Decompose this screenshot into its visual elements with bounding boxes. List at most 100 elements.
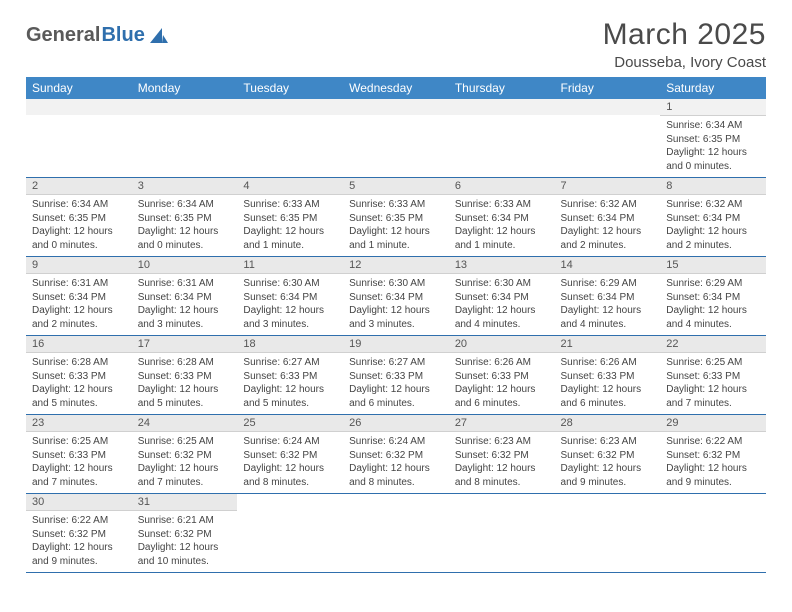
day-number: 26 xyxy=(343,415,449,432)
day-number: 31 xyxy=(132,494,238,511)
calendar-body: 1Sunrise: 6:34 AMSunset: 6:35 PMDaylight… xyxy=(26,99,766,573)
day-number: 19 xyxy=(343,336,449,353)
day-number: 11 xyxy=(237,257,343,274)
weekday-header-row: Sunday Monday Tuesday Wednesday Thursday… xyxy=(26,77,766,99)
sunrise-text: Sunrise: 6:23 AM xyxy=(455,435,549,449)
day-cell: 26Sunrise: 6:24 AMSunset: 6:32 PMDayligh… xyxy=(343,415,449,494)
day-details: Sunrise: 6:30 AMSunset: 6:34 PMDaylight:… xyxy=(449,274,555,335)
sunrise-text: Sunrise: 6:25 AM xyxy=(666,356,760,370)
day-cell: 12Sunrise: 6:30 AMSunset: 6:34 PMDayligh… xyxy=(343,257,449,336)
sunset-text: Sunset: 6:32 PM xyxy=(32,528,126,542)
daylight-text-2: and 4 minutes. xyxy=(666,318,760,332)
day-details: Sunrise: 6:28 AMSunset: 6:33 PMDaylight:… xyxy=(132,353,238,414)
sunset-text: Sunset: 6:34 PM xyxy=(666,291,760,305)
daylight-text-1: Daylight: 12 hours xyxy=(666,462,760,476)
day-number: 30 xyxy=(26,494,132,511)
day-details: Sunrise: 6:25 AMSunset: 6:32 PMDaylight:… xyxy=(132,432,238,493)
daylight-text-1: Daylight: 12 hours xyxy=(666,225,760,239)
day-cell xyxy=(343,99,449,178)
sunrise-text: Sunrise: 6:22 AM xyxy=(32,514,126,528)
day-cell: 3Sunrise: 6:34 AMSunset: 6:35 PMDaylight… xyxy=(132,178,238,257)
sunset-text: Sunset: 6:34 PM xyxy=(32,291,126,305)
day-number: 14 xyxy=(555,257,661,274)
day-number: 6 xyxy=(449,178,555,195)
daylight-text-1: Daylight: 12 hours xyxy=(32,541,126,555)
day-details: Sunrise: 6:25 AMSunset: 6:33 PMDaylight:… xyxy=(26,432,132,493)
daylight-text-1: Daylight: 12 hours xyxy=(243,383,337,397)
sunset-text: Sunset: 6:34 PM xyxy=(349,291,443,305)
day-cell xyxy=(555,494,661,573)
week-row: 16Sunrise: 6:28 AMSunset: 6:33 PMDayligh… xyxy=(26,336,766,415)
sunrise-text: Sunrise: 6:29 AM xyxy=(561,277,655,291)
sunset-text: Sunset: 6:33 PM xyxy=(455,370,549,384)
day-number: 21 xyxy=(555,336,661,353)
day-number: 25 xyxy=(237,415,343,432)
sunset-text: Sunset: 6:34 PM xyxy=(243,291,337,305)
day-cell: 30 Sunrise: 6:22 AMSunset: 6:32 PMDayligh… xyxy=(26,494,132,573)
sunrise-text: Sunrise: 6:33 AM xyxy=(349,198,443,212)
day-cell: 7Sunrise: 6:32 AMSunset: 6:34 PMDaylight… xyxy=(555,178,661,257)
sunset-text: Sunset: 6:32 PM xyxy=(138,528,232,542)
day-details: Sunrise: 6:33 AMSunset: 6:35 PMDaylight:… xyxy=(237,195,343,256)
sunrise-text: Sunrise: 6:31 AM xyxy=(32,277,126,291)
sunrise-text: Sunrise: 6:22 AM xyxy=(666,435,760,449)
sunrise-text: Sunrise: 6:24 AM xyxy=(349,435,443,449)
day-details: Sunrise: 6:27 AMSunset: 6:33 PMDaylight:… xyxy=(237,353,343,414)
day-cell: 1Sunrise: 6:34 AMSunset: 6:35 PMDaylight… xyxy=(660,99,766,178)
daylight-text-1: Daylight: 12 hours xyxy=(349,383,443,397)
sunrise-text: Sunrise: 6:34 AM xyxy=(32,198,126,212)
calendar-page: General Blue March 2025 Dousseba, Ivory … xyxy=(0,0,792,573)
day-cell: 28Sunrise: 6:23 AMSunset: 6:32 PMDayligh… xyxy=(555,415,661,494)
sunset-text: Sunset: 6:35 PM xyxy=(349,212,443,226)
col-sunday: Sunday xyxy=(26,77,132,99)
day-number: 20 xyxy=(449,336,555,353)
day-details: Sunrise: 6:30 AMSunset: 6:34 PMDaylight:… xyxy=(343,274,449,335)
day-details: Sunrise: 6:31 AMSunset: 6:34 PMDaylight:… xyxy=(132,274,238,335)
day-cell: 4Sunrise: 6:33 AMSunset: 6:35 PMDaylight… xyxy=(237,178,343,257)
sunrise-text: Sunrise: 6:32 AM xyxy=(666,198,760,212)
sunset-text: Sunset: 6:33 PM xyxy=(243,370,337,384)
day-cell: 6Sunrise: 6:33 AMSunset: 6:34 PMDaylight… xyxy=(449,178,555,257)
daylight-text-2: and 6 minutes. xyxy=(561,397,655,411)
day-cell: 22Sunrise: 6:25 AMSunset: 6:33 PMDayligh… xyxy=(660,336,766,415)
sunrise-text: Sunrise: 6:32 AM xyxy=(561,198,655,212)
day-details: Sunrise: 6:32 AMSunset: 6:34 PMDaylight:… xyxy=(660,195,766,256)
day-cell: 14Sunrise: 6:29 AMSunset: 6:34 PMDayligh… xyxy=(555,257,661,336)
sunset-text: Sunset: 6:34 PM xyxy=(455,291,549,305)
day-details: Sunrise: 6:33 AMSunset: 6:34 PMDaylight:… xyxy=(449,195,555,256)
sunrise-text: Sunrise: 6:28 AM xyxy=(32,356,126,370)
daylight-text-2: and 4 minutes. xyxy=(455,318,549,332)
sunset-text: Sunset: 6:32 PM xyxy=(243,449,337,463)
day-cell: 31Sunrise: 6:21 AMSunset: 6:32 PMDayligh… xyxy=(132,494,238,573)
daylight-text-1: Daylight: 12 hours xyxy=(32,304,126,318)
page-header: General Blue March 2025 Dousseba, Ivory … xyxy=(26,18,766,71)
daylight-text-2: and 0 minutes. xyxy=(666,160,760,174)
brand-logo: General Blue xyxy=(26,18,169,47)
day-details: Sunrise: 6:23 AMSunset: 6:32 PMDaylight:… xyxy=(555,432,661,493)
day-cell xyxy=(449,99,555,178)
daylight-text-1: Daylight: 12 hours xyxy=(666,383,760,397)
daylight-text-2: and 2 minutes. xyxy=(32,318,126,332)
sunset-text: Sunset: 6:35 PM xyxy=(32,212,126,226)
day-number: 23 xyxy=(26,415,132,432)
sunrise-text: Sunrise: 6:34 AM xyxy=(666,119,760,133)
daylight-text-1: Daylight: 12 hours xyxy=(243,304,337,318)
day-cell: 16Sunrise: 6:28 AMSunset: 6:33 PMDayligh… xyxy=(26,336,132,415)
sunset-text: Sunset: 6:35 PM xyxy=(138,212,232,226)
day-number: 15 xyxy=(660,257,766,274)
sunrise-text: Sunrise: 6:29 AM xyxy=(666,277,760,291)
sail-icon xyxy=(149,27,169,45)
title-block: March 2025 Dousseba, Ivory Coast xyxy=(603,18,766,71)
daylight-text-1: Daylight: 12 hours xyxy=(138,304,232,318)
col-thursday: Thursday xyxy=(449,77,555,99)
day-cell: 5Sunrise: 6:33 AMSunset: 6:35 PMDaylight… xyxy=(343,178,449,257)
day-number: 10 xyxy=(132,257,238,274)
sunrise-text: Sunrise: 6:28 AM xyxy=(138,356,232,370)
day-cell: 2Sunrise: 6:34 AMSunset: 6:35 PMDaylight… xyxy=(26,178,132,257)
daylight-text-2: and 7 minutes. xyxy=(138,476,232,490)
daylight-text-2: and 1 minute. xyxy=(243,239,337,253)
day-cell: 24Sunrise: 6:25 AMSunset: 6:32 PMDayligh… xyxy=(132,415,238,494)
sunset-text: Sunset: 6:32 PM xyxy=(455,449,549,463)
daylight-text-2: and 5 minutes. xyxy=(243,397,337,411)
day-cell: 15Sunrise: 6:29 AMSunset: 6:34 PMDayligh… xyxy=(660,257,766,336)
